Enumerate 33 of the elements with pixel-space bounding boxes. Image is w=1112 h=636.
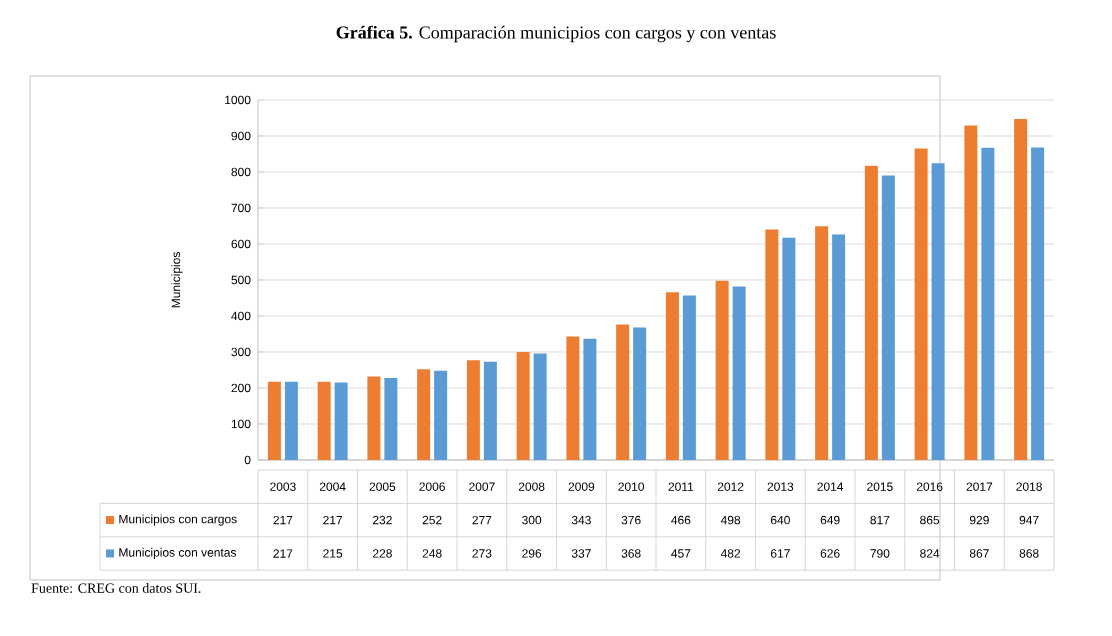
bar: [765, 229, 779, 460]
bar: [682, 295, 696, 460]
chart-title: Gráfica 5. Comparación municipios con cargos y con ventas: [336, 25, 776, 43]
bar: [267, 381, 281, 460]
bar: [317, 381, 331, 460]
bar: [782, 237, 796, 460]
bar: [384, 377, 398, 460]
bar: [715, 280, 729, 460]
bar: [881, 175, 895, 460]
bar: [981, 147, 995, 460]
bar: [1014, 119, 1028, 460]
bar: [914, 148, 928, 460]
bar: [1031, 147, 1045, 460]
bar: [616, 324, 630, 460]
bar: [815, 226, 829, 460]
bar: [832, 234, 846, 460]
bar: [864, 165, 878, 460]
bar: [516, 351, 530, 460]
bar: [284, 381, 298, 460]
bar: [583, 338, 597, 460]
bar: [417, 369, 431, 460]
bar: [633, 327, 647, 460]
bar: [533, 353, 547, 460]
bar: [732, 286, 746, 460]
bar: [434, 370, 448, 460]
bar: [665, 292, 679, 460]
bar: [367, 376, 381, 460]
bar: [931, 163, 945, 460]
bar: [566, 336, 580, 460]
bar: [334, 382, 348, 460]
bar: [466, 360, 480, 460]
bar: [964, 125, 978, 460]
bar: [483, 361, 497, 460]
